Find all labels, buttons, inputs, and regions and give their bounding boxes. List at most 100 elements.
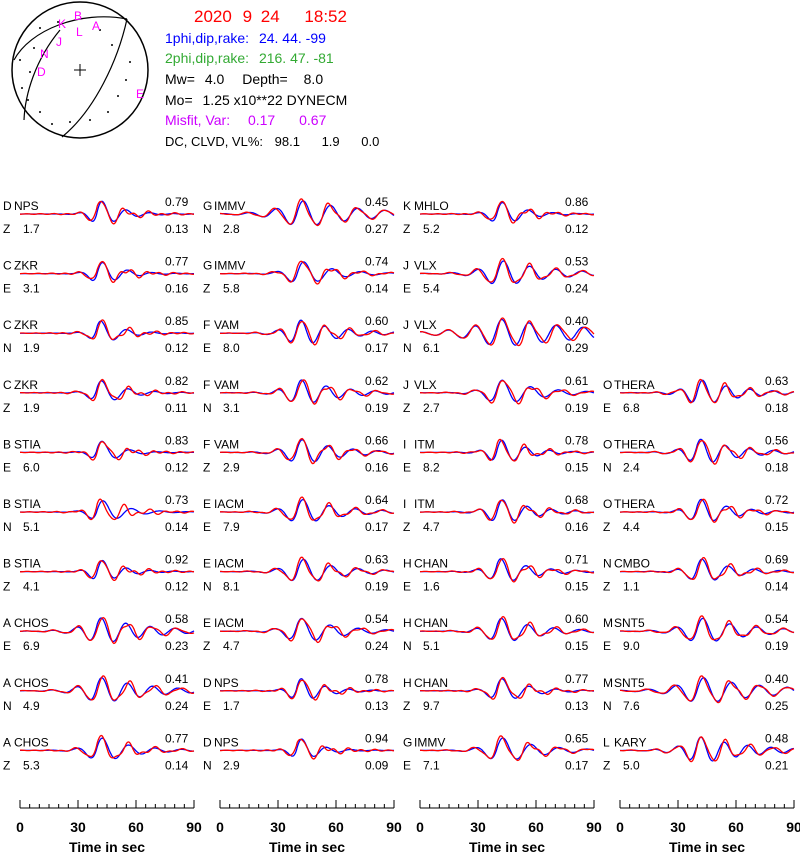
station-name: NPS (14, 199, 39, 213)
variance-reduction: 0.27 (365, 222, 389, 236)
variance-reduction: 0.17 (565, 758, 589, 772)
correlation: 0.40 (765, 672, 789, 686)
bb-letter-J: J (56, 35, 62, 49)
correlation: 0.40 (565, 314, 589, 328)
station-name: THERA (614, 378, 655, 392)
correlation: 0.68 (565, 493, 589, 507)
correlation: 0.66 (365, 433, 389, 447)
correlation: 0.41 (165, 672, 189, 686)
time-shift: 4.7 (223, 639, 240, 653)
station-letter: B (3, 497, 11, 511)
trace-observed (220, 320, 395, 346)
correlation: 0.71 (565, 553, 589, 567)
component: E (603, 639, 611, 653)
time-shift: 2.9 (223, 758, 240, 772)
correlation: 0.65 (565, 731, 589, 745)
station-letter: D (203, 676, 212, 690)
variance-reduction: 0.15 (765, 520, 789, 534)
depth-label: Depth= (242, 71, 288, 87)
time-shift: 2.8 (223, 222, 240, 236)
station-name: THERA (614, 437, 655, 451)
bb-letter-K: K (58, 17, 66, 31)
tick-label-90: 90 (386, 819, 402, 835)
time-shift: 5.1 (423, 639, 440, 653)
component: N (3, 699, 12, 713)
station-letter: O (603, 378, 612, 392)
trace-observed (19, 260, 195, 283)
time-shift: 4.4 (623, 520, 640, 534)
trace-observed (219, 198, 395, 227)
event-time: 18:52 (304, 7, 347, 26)
component: E (3, 282, 11, 296)
time-axis-3: 0 30 60 90 Time in sec (616, 800, 800, 855)
station-name: STIA (14, 497, 41, 511)
trace-observed (20, 378, 195, 402)
trace-observed (619, 498, 794, 523)
trace-observed (220, 556, 395, 582)
dot-14 (33, 47, 35, 49)
trace-observed (19, 319, 195, 341)
time-shift: 4.1 (23, 580, 40, 594)
correlation: 0.73 (165, 493, 189, 507)
variance-reduction: 0.19 (365, 401, 389, 415)
time-shift: 1.7 (23, 222, 40, 236)
station-letter: K (403, 199, 411, 213)
trace-observed (619, 736, 795, 763)
trace-observed (420, 380, 595, 405)
station-name: NPS (214, 676, 239, 690)
component: Z (203, 282, 210, 296)
dot-9 (107, 111, 109, 113)
misfit-label: Misfit, Var: (165, 112, 230, 128)
variance-reduction: 0.19 (765, 639, 789, 653)
dot-7 (69, 121, 71, 123)
time-shift: 6.1 (423, 341, 440, 355)
correlation: 0.74 (365, 255, 389, 269)
variance-reduction: 0.24 (365, 639, 389, 653)
station-name: VAM (214, 318, 239, 332)
magnitude-depth-text: Mw= 4.0 Depth= 8.0 (165, 71, 323, 87)
trace-observed (219, 679, 395, 701)
variance-reduction: 0.21 (765, 758, 789, 772)
dot-0 (39, 27, 41, 29)
dot-13 (29, 71, 31, 73)
trace-observed (620, 378, 795, 404)
time-shift: 6.9 (23, 639, 40, 653)
correlation: 0.54 (765, 612, 789, 626)
event-datetime: 2020 9 24 18:52 (194, 7, 347, 26)
panel-zkr-z: C ZKR Z 1.9 0.82 0.11 (3, 374, 195, 415)
time-shift: 9.7 (423, 699, 440, 713)
station-name: IMMV (414, 735, 445, 749)
variance-reduction: 0.18 (765, 401, 789, 415)
time-shift: 2.4 (623, 460, 640, 474)
mw-value: 4.0 (205, 71, 225, 87)
component: Z (603, 580, 610, 594)
station-letter: M (603, 616, 613, 630)
bb-letter-B: B (74, 9, 82, 23)
var-value: 0.67 (299, 112, 326, 128)
station-name: CHAN (414, 676, 448, 690)
station-letter: E (203, 497, 211, 511)
station-name: VLX (414, 259, 437, 273)
station-letter: F (203, 378, 210, 392)
panel-chan-z: H CHAN Z 9.7 0.77 0.13 (403, 672, 595, 713)
correlation: 0.63 (365, 553, 389, 567)
station-name: ZKR (14, 378, 38, 392)
time-axis-1: 0 30 60 90 Time in sec (216, 800, 402, 855)
component: N (403, 639, 412, 653)
component: E (203, 699, 211, 713)
station-name: IACM (214, 497, 244, 511)
correlation: 0.48 (765, 731, 789, 745)
clvd-value: 1.9 (322, 134, 340, 149)
station-name: IMMV (214, 199, 245, 213)
np2-label: 2phi,dip,rake: (165, 50, 249, 66)
tick-label-30: 30 (670, 819, 686, 835)
trace-observed (20, 200, 195, 225)
